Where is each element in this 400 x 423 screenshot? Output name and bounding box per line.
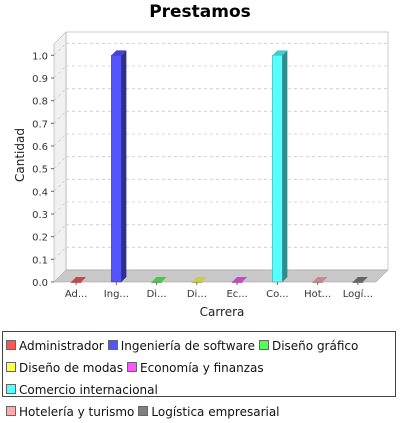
- x-tick-label: Di...: [147, 289, 167, 300]
- bar-top: [272, 50, 288, 56]
- grid-line: [53, 111, 67, 124]
- x-tick-label: Ec...: [226, 289, 247, 300]
- x-axis-title: Carrera: [200, 305, 245, 319]
- bar-top: [151, 277, 167, 282]
- legend-swatch: [258, 340, 269, 350]
- legend-item: Logística empresarial: [138, 401, 280, 423]
- legend-item: Economía y finanzas: [127, 357, 264, 379]
- x-tick-label: Ad...: [65, 289, 88, 300]
- y-tick-label: 0.4: [32, 187, 48, 198]
- y-tick-label: 0.0: [32, 278, 48, 289]
- plot-left-wall: [53, 31, 67, 283]
- bar-side: [282, 50, 288, 283]
- chart-plot: 0.0 0.1 0.2 0.3 0.4 0.5 0.6 0.7 0.8 0.9 1.0 Ad... I…: [13, 31, 389, 319]
- y-axis-title: Cantidad: [13, 128, 27, 182]
- legend: Administrador Ingeniería de software Diseñ…: [2, 331, 396, 419]
- bar-top: [312, 277, 328, 282]
- bar-front: [272, 55, 283, 283]
- legend-item: Ingeniería de software: [107, 335, 255, 357]
- legend-swatch: [6, 406, 16, 416]
- bar-top: [111, 50, 127, 56]
- legend-swatch: [138, 406, 149, 416]
- legend-item: Diseño de modas: [6, 357, 123, 379]
- y-tick-label: 0.7: [32, 119, 48, 130]
- grid-line: [53, 156, 67, 169]
- legend-item: Administrador: [6, 335, 104, 357]
- legend-item: Comercio internacional: [6, 379, 158, 401]
- bar-5: [272, 50, 288, 283]
- bar-front: [111, 55, 122, 283]
- x-tick-label: Logí...: [343, 288, 373, 300]
- legend-item: Hotelería y turismo: [6, 401, 134, 423]
- bar-top: [352, 277, 368, 282]
- bar-top: [191, 277, 207, 282]
- legend-label: Comercio internacional: [19, 383, 158, 397]
- y-tick-label: 0.8: [32, 97, 48, 108]
- bar-top: [71, 277, 87, 282]
- plot-floor: [53, 269, 389, 283]
- grid-line: [53, 179, 67, 192]
- bars: [70, 50, 368, 283]
- legend-label: Economía y finanzas: [140, 361, 264, 375]
- grid-line: [53, 88, 67, 101]
- grid-line: [53, 224, 67, 237]
- y-axis-ticks: 0.0 0.1 0.2 0.3 0.4 0.5 0.6 0.7 0.8 0.9 1.0: [32, 51, 54, 289]
- grid-lines: [53, 42, 388, 260]
- grid-line: [53, 133, 67, 147]
- y-tick-label: 0.9: [32, 74, 48, 85]
- legend-swatch: [107, 340, 118, 350]
- grid-line: [53, 43, 67, 56]
- legend-swatch: [127, 362, 138, 372]
- x-tick-label: Ing...: [104, 289, 129, 300]
- bar-side: [121, 50, 127, 283]
- y-tick-label: 1.0: [32, 51, 48, 62]
- x-axis-ticks: Ad... Ing... Di... Di... Ec... Co... Hot... Log…: [65, 282, 373, 300]
- legend-label: Diseño gráfico: [271, 339, 359, 353]
- y-tick-label: 0.5: [32, 165, 48, 176]
- legend-swatch: [6, 340, 16, 350]
- bar-top: [232, 277, 248, 282]
- legend-label: Diseño de modas: [19, 361, 124, 375]
- grid-line: [53, 65, 67, 79]
- legend-swatch: [6, 384, 16, 394]
- y-tick-label: 0.3: [32, 210, 48, 221]
- legend-label: Hotelería y turismo: [19, 405, 135, 419]
- y-tick-label: 0.1: [32, 255, 48, 266]
- grid-line: [53, 201, 67, 215]
- y-tick-label: 0.6: [32, 142, 48, 153]
- legend-label: Ingeniería de software: [120, 339, 255, 353]
- legend-item: Diseño gráfico: [258, 335, 359, 357]
- x-tick-label: Di...: [187, 289, 207, 300]
- chart-title: Prestamos: [149, 2, 251, 22]
- legend-swatch: [6, 362, 16, 372]
- x-tick-label: Hot...: [304, 289, 331, 300]
- bar-1: [111, 50, 127, 283]
- legend-label: Administrador: [19, 339, 104, 353]
- legend-label: Logística empresarial: [151, 405, 280, 419]
- y-tick-label: 0.2: [32, 233, 48, 244]
- grid-line: [53, 247, 67, 260]
- x-tick-label: Co...: [266, 289, 288, 300]
